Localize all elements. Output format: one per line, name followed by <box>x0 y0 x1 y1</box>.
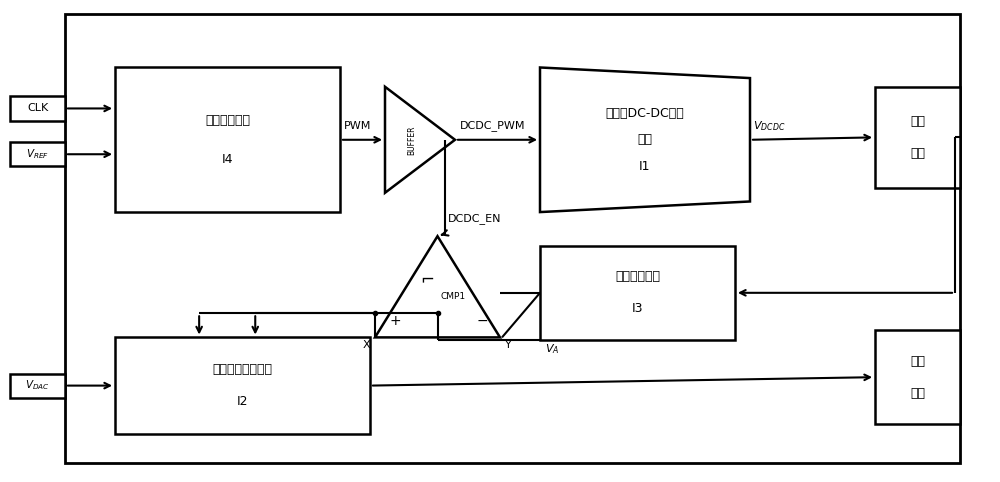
Text: 电路: 电路 <box>638 134 652 146</box>
Text: $V_{REF}$: $V_{REF}$ <box>26 147 49 161</box>
Text: 元件: 元件 <box>910 147 925 160</box>
Bar <box>65 14 960 463</box>
Bar <box>875 87 960 188</box>
Text: CMP1: CMP1 <box>440 292 466 301</box>
Text: $V_{DCDC}$: $V_{DCDC}$ <box>753 119 785 133</box>
Bar <box>10 96 65 120</box>
Text: I3: I3 <box>632 302 643 315</box>
Text: X: X <box>362 340 370 350</box>
Text: ⌐: ⌐ <box>421 270 434 289</box>
Text: −: − <box>476 313 488 328</box>
Text: DCDC_EN: DCDC_EN <box>448 213 502 224</box>
Bar <box>115 337 370 434</box>
Bar <box>115 67 340 212</box>
Text: 钳位输出电路: 钳位输出电路 <box>615 270 660 283</box>
Bar <box>875 330 960 424</box>
Bar <box>10 142 65 166</box>
Polygon shape <box>385 87 455 193</box>
Text: 电流转换输出电路: 电流转换输出电路 <box>212 363 272 376</box>
Polygon shape <box>375 236 500 337</box>
Text: I2: I2 <box>237 395 248 408</box>
Text: 升压型DC-DC转换: 升压型DC-DC转换 <box>606 107 684 120</box>
Text: Y: Y <box>505 340 512 350</box>
Text: BUFFER: BUFFER <box>407 125 416 155</box>
Text: 阻性: 阻性 <box>910 355 925 368</box>
Text: 储能: 储能 <box>910 115 925 128</box>
Text: +: + <box>389 313 401 328</box>
Text: I1: I1 <box>639 160 651 173</box>
Polygon shape <box>540 67 750 212</box>
Text: PWM: PWM <box>344 121 371 131</box>
Text: $V_A$: $V_A$ <box>545 342 559 356</box>
Bar <box>10 374 65 398</box>
Text: DCDC_PWM: DCDC_PWM <box>460 120 526 131</box>
Bar <box>540 246 735 340</box>
Text: CLK: CLK <box>27 104 48 113</box>
Text: $V_{DAC}$: $V_{DAC}$ <box>25 379 50 392</box>
Text: 负载: 负载 <box>910 387 925 400</box>
Text: 脉宽调制电路: 脉宽调制电路 <box>205 114 250 127</box>
Text: I4: I4 <box>222 153 233 165</box>
